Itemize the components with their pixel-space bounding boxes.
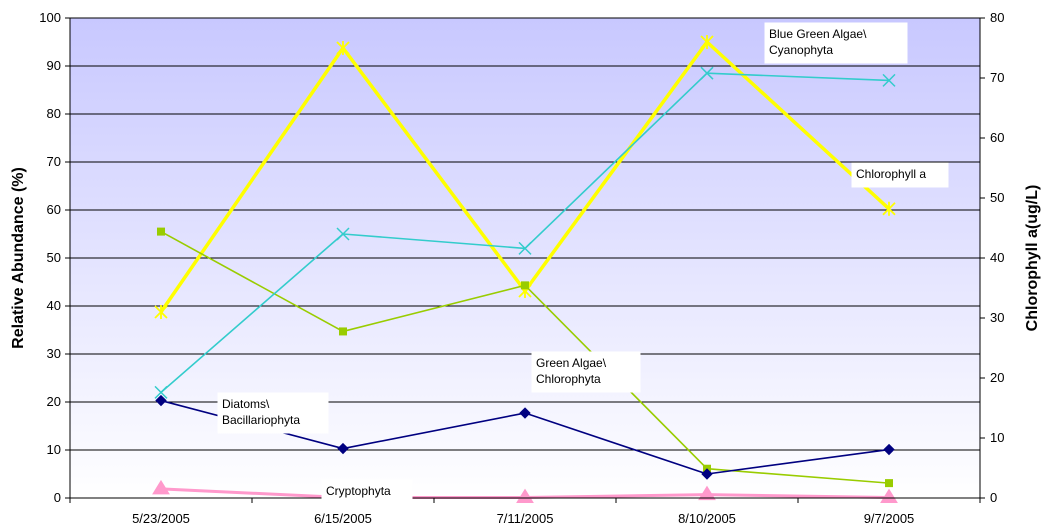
axes-layer: 0 10 20 30 40 50 60 70 80 90 100 0 10 20 30 40 50 60 70 80 5… <box>39 10 1004 526</box>
x-tick-label: 6/15/2005 <box>314 511 372 526</box>
y2-tick-label: 50 <box>990 190 1004 205</box>
data-point <box>516 488 534 504</box>
y-tick-label: 0 <box>54 490 61 505</box>
data-point <box>885 479 893 488</box>
series-label-text: Bacillariophyta <box>222 413 300 427</box>
data-point <box>518 241 532 255</box>
data-point <box>154 305 168 319</box>
y2-tick-label: 80 <box>990 10 1004 25</box>
data-point <box>154 385 168 399</box>
data-point <box>880 488 898 504</box>
data-point <box>336 41 350 55</box>
series-label-box <box>851 162 949 188</box>
data-point <box>519 407 531 419</box>
x-tick-label: 8/10/2005 <box>678 511 736 526</box>
y-axis-title: Relative Abundance (%) <box>10 167 27 349</box>
y-tick-label: 30 <box>47 346 61 361</box>
y2-tick-label: 60 <box>990 130 1004 145</box>
data-point <box>336 227 350 241</box>
data-point <box>521 281 529 290</box>
series-label-text: Chlorophyta <box>536 372 601 386</box>
data-point <box>701 468 713 480</box>
series-label-0: Diatoms\ Bacillariophyta <box>217 392 329 434</box>
series-label-box <box>217 392 329 434</box>
y2-tick-label: 10 <box>990 430 1004 445</box>
y-tick-label: 60 <box>47 202 61 217</box>
series-label-box <box>764 22 908 64</box>
y-tick-label: 100 <box>39 10 61 25</box>
series-label-text: Green Algae\ <box>536 356 607 370</box>
y2-tick-label: 40 <box>990 250 1004 265</box>
x-tick-label: 7/11/2005 <box>497 511 554 526</box>
data-point <box>698 485 716 501</box>
data-point <box>882 201 896 216</box>
series-label-1: Green Algae\ Chlorophyta <box>531 351 641 393</box>
series-label-text: Blue Green Algae\ <box>769 27 867 41</box>
x-tick-label: 5/23/2005 <box>132 511 190 526</box>
series-label-text: Diatoms\ <box>222 397 270 411</box>
series-2 <box>154 66 896 399</box>
series-label-text: Cryptophyta <box>326 484 391 498</box>
series-label-box <box>531 351 641 393</box>
gridlines <box>70 17 980 451</box>
data-point <box>339 327 347 336</box>
data-point <box>700 35 714 49</box>
y2-tick-label: 0 <box>990 490 997 505</box>
series-label-2: Blue Green Algae\ Cyanophyta <box>764 22 908 64</box>
y-tick-label: 80 <box>47 106 61 121</box>
y-tick-label: 70 <box>47 154 61 169</box>
series-label-text: Chlorophyll a <box>856 167 926 181</box>
y-tick-label: 50 <box>47 250 61 265</box>
y2-tick-label: 70 <box>990 70 1004 85</box>
series-label-4: Chlorophyll a <box>851 162 949 188</box>
data-point <box>883 443 895 456</box>
y-tick-label: 90 <box>47 58 61 73</box>
data-point <box>337 442 349 455</box>
data-point <box>155 394 167 407</box>
series-label-box <box>321 479 413 505</box>
y-tick-label: 20 <box>47 394 61 409</box>
data-point <box>700 66 714 80</box>
x-tick-label: 9/7/2005 <box>864 511 915 526</box>
data-point <box>157 227 165 236</box>
y2-axis-title: Chlorophyll a(ug/L) <box>1024 185 1041 332</box>
y-tick-label: 40 <box>47 298 61 313</box>
y2-tick-label: 30 <box>990 310 1004 325</box>
data-point <box>882 73 896 87</box>
y-tick-label: 10 <box>47 442 61 457</box>
y2-tick-label: 20 <box>990 370 1004 385</box>
series-label-3: Cryptophyta <box>321 479 413 505</box>
data-point <box>152 479 170 495</box>
callouts: Diatoms\ Bacillariophyta Green Algae\ Chlor… <box>217 22 949 505</box>
series-label-text: Cyanophyta <box>769 43 833 57</box>
